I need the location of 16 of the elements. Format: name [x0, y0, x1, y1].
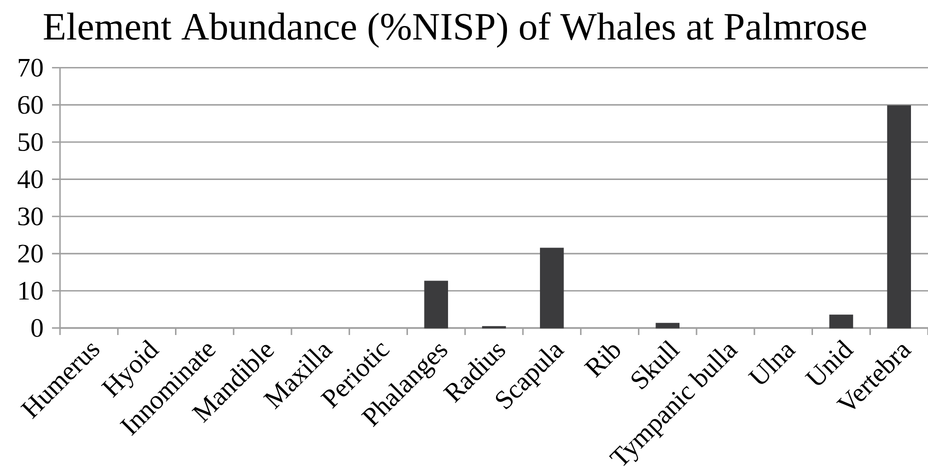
- bar: [829, 314, 854, 328]
- bar: [887, 105, 911, 328]
- y-tick-label: 50: [18, 133, 43, 152]
- y-tick-label: 10: [19, 282, 43, 300]
- x-tick-label: Rib: [584, 344, 620, 378]
- chart-title: Element Abundance (%NISP) of Whales at Palmrose: [44, 12, 866, 48]
- y-tick-label: 30: [18, 207, 43, 226]
- y-tick-label: 20: [18, 244, 43, 263]
- x-tick-label: Ulna: [748, 345, 796, 384]
- bar: [656, 322, 680, 328]
- y-tick-label: 70: [18, 58, 43, 77]
- bar: [424, 280, 448, 328]
- y-tick-label: 0: [31, 318, 43, 337]
- y-tick-label: 40: [18, 170, 43, 188]
- y-tick-label: 60: [18, 96, 43, 114]
- bar: [540, 248, 564, 328]
